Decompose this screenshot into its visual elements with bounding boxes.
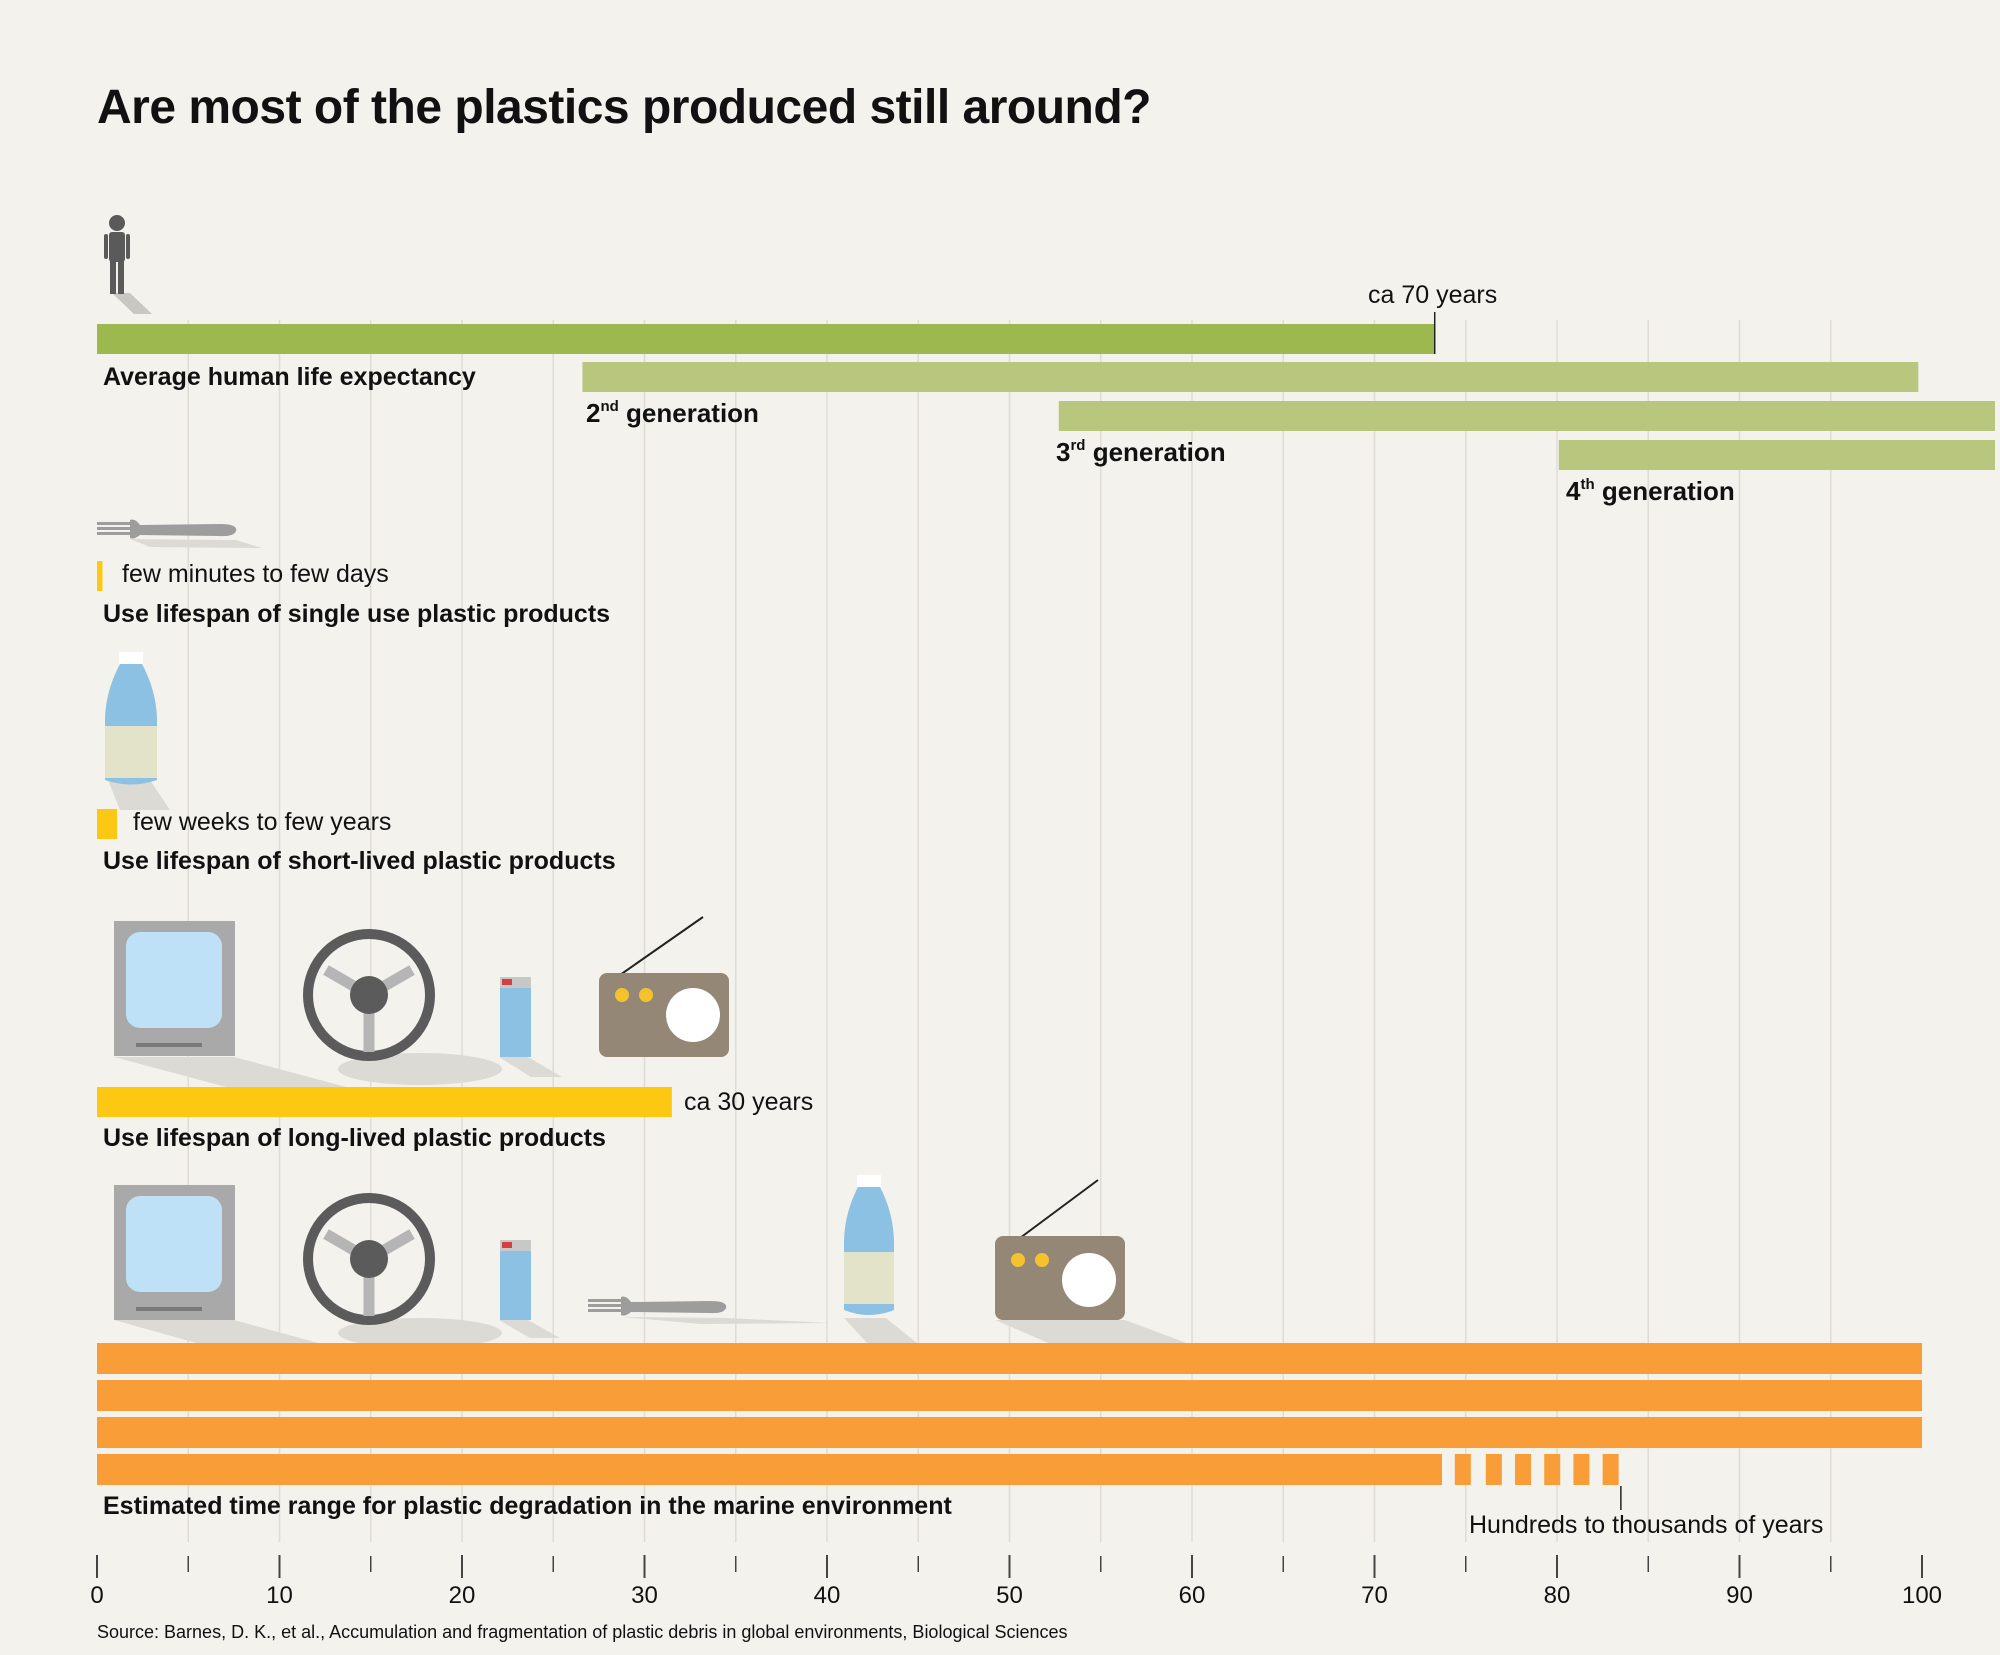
label-3rd-generation: 3rd generation (1056, 437, 1226, 468)
bar-degradation (97, 1454, 1443, 1485)
gen-word: generation (626, 398, 759, 428)
x-tick-label: 0 (90, 1582, 103, 1609)
lighter-icon (499, 1240, 560, 1338)
grid-lines (187, 320, 1832, 1542)
x-axis: 0 10 20 30 40 50 60 70 80 90 100 (90, 1555, 1942, 1609)
bar-degradation (97, 1417, 1922, 1448)
annotation-single-use: few minutes to few days (122, 560, 389, 588)
source-note: Source: Barnes, D. K., et al., Accumulat… (97, 1622, 1068, 1642)
gen-suffix: th (1580, 476, 1595, 493)
radio-icon (599, 916, 729, 1057)
steering-wheel-icon (303, 929, 502, 1085)
bar-human-life (97, 324, 1435, 354)
bar-degradation (97, 1380, 1922, 1411)
bar-degradation-dash (1515, 1454, 1532, 1485)
x-tick-label: 20 (449, 1582, 476, 1609)
bar-short-lived (97, 809, 118, 839)
bottle-icon (105, 652, 170, 810)
bar-degradation-dash (1573, 1454, 1590, 1485)
label-short-lived: Use lifespan of short-lived plastic prod… (103, 847, 616, 875)
label-2nd-generation: 2nd generation (586, 398, 759, 429)
radio-icon (995, 1179, 1200, 1348)
bar-degradation-dash (1602, 1454, 1619, 1485)
gen-suffix: rd (1070, 437, 1086, 454)
fork-icon (97, 519, 262, 548)
bars (97, 312, 1995, 1510)
annotation-human: ca 70 years (1368, 281, 1498, 309)
annotation-short-lived: few weeks to few years (133, 808, 392, 836)
bar-degradation-dash (1544, 1454, 1561, 1485)
annotation-degradation: Hundreds to thousands of years (1469, 1511, 1824, 1539)
bar-degradation (97, 1343, 1922, 1374)
gen-ordinal: 3 (1056, 437, 1071, 467)
fork-icon (588, 1296, 830, 1324)
x-tick-label: 30 (631, 1582, 658, 1609)
label-long-lived: Use lifespan of long-lived plastic produ… (103, 1124, 606, 1152)
tv-icon (114, 921, 350, 1088)
x-tick-label: 10 (266, 1582, 293, 1609)
page-title: Are most of the plastics produced still … (97, 81, 1151, 134)
bar-single-use (97, 561, 103, 591)
bar-2nd-generation (582, 362, 1919, 392)
bottle-icon (844, 1175, 918, 1344)
annotation-long-lived: ca 30 years (684, 1088, 814, 1116)
label-single-use: Use lifespan of single use plastic produ… (103, 600, 611, 628)
lighter-icon (499, 977, 562, 1077)
gen-word: generation (1092, 437, 1226, 467)
bar-3rd-generation (1058, 401, 1995, 431)
label-4th-generation: 4th generation (1566, 476, 1735, 507)
x-tick-label: 40 (814, 1582, 841, 1609)
bar-degradation-dash (1485, 1454, 1502, 1485)
person-icon (104, 215, 152, 314)
bar-long-lived (97, 1087, 672, 1117)
label-degradation: Estimated time range for plastic degrada… (103, 1492, 952, 1520)
x-tick-label: 90 (1726, 1582, 1753, 1609)
label-human-life: Average human life expectancy (103, 363, 476, 391)
x-tick-label: 50 (996, 1582, 1023, 1609)
x-tick-label: 100 (1902, 1582, 1942, 1609)
gen-ordinal: 4 (1566, 476, 1581, 506)
gen-suffix: nd (600, 398, 619, 415)
x-tick-label: 70 (1361, 1582, 1388, 1609)
gen-word: generation (1601, 476, 1735, 506)
steering-wheel-icon (303, 1193, 502, 1348)
x-tick-label: 60 (1179, 1582, 1206, 1609)
bar-degradation-dash (1454, 1454, 1471, 1485)
x-tick-label: 80 (1544, 1582, 1571, 1609)
bar-4th-generation (1558, 440, 1995, 470)
gen-ordinal: 2 (586, 398, 601, 428)
tv-icon (114, 1185, 322, 1344)
